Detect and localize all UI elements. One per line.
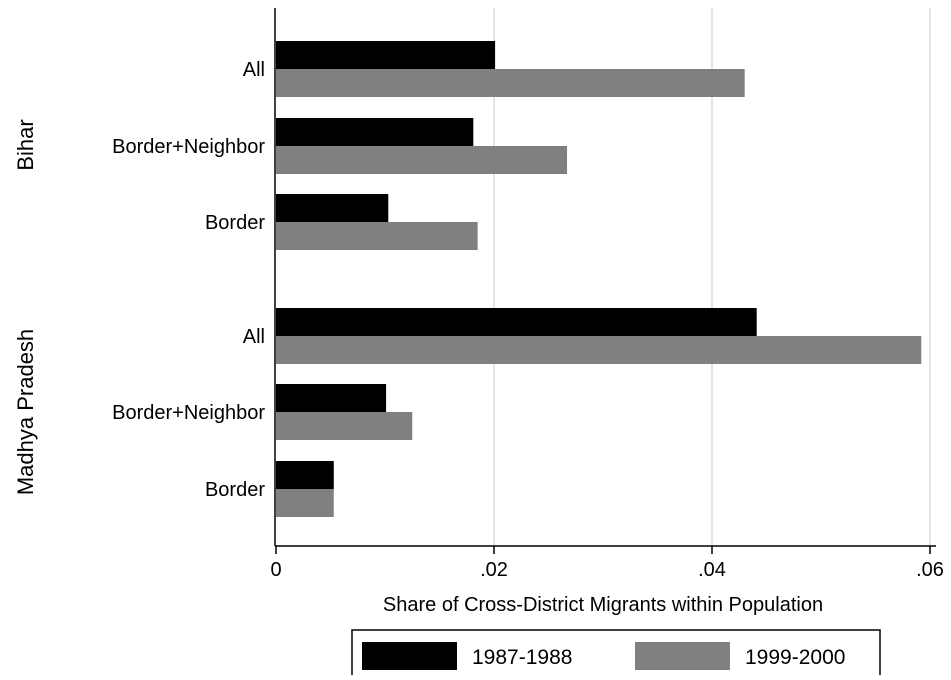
labels: All Border+Neighbor Border Bihar All Border+N… xyxy=(13,59,944,616)
bar-1987-1988 xyxy=(276,41,496,69)
bar-1987-1988 xyxy=(276,118,474,146)
x-tick-label: 0 xyxy=(270,559,281,581)
bar-1987-1988 xyxy=(276,308,757,336)
x-axis-title: Share of Cross-District Migrants within … xyxy=(383,594,823,616)
bar-1987-1988 xyxy=(276,461,334,489)
x-tick-label: .06 xyxy=(916,559,944,581)
category-label: Border+Neighbor xyxy=(112,136,265,158)
axes xyxy=(274,8,936,554)
bar-1999-2000 xyxy=(276,146,568,174)
legend: 1987-1988 1999-2000 xyxy=(351,629,881,680)
category-label: Border xyxy=(205,479,265,501)
legend-swatch-1999-2000 xyxy=(635,642,730,670)
gridlines xyxy=(493,8,931,546)
bar-1999-2000 xyxy=(276,222,478,250)
category-label: Border+Neighbor xyxy=(112,402,265,424)
group-label: Madhya Pradesh xyxy=(13,329,38,495)
x-tick-label: .04 xyxy=(698,559,726,581)
bar-1987-1988 xyxy=(276,384,387,412)
bar-1999-2000 xyxy=(276,412,413,440)
bars xyxy=(276,41,922,517)
category-label: All xyxy=(243,326,265,348)
category-label: All xyxy=(243,59,265,81)
legend-label: 1999-2000 xyxy=(745,646,845,669)
legend-swatch-1987-1988 xyxy=(362,642,457,670)
bar-1999-2000 xyxy=(276,69,745,97)
bar-1999-2000 xyxy=(276,489,334,517)
x-tick-label: .02 xyxy=(480,559,508,581)
category-label: Border xyxy=(205,212,265,234)
bar-1999-2000 xyxy=(276,336,922,364)
group-label: Bihar xyxy=(13,119,38,170)
legend-label: 1987-1988 xyxy=(472,646,572,669)
bar-1987-1988 xyxy=(276,194,389,222)
